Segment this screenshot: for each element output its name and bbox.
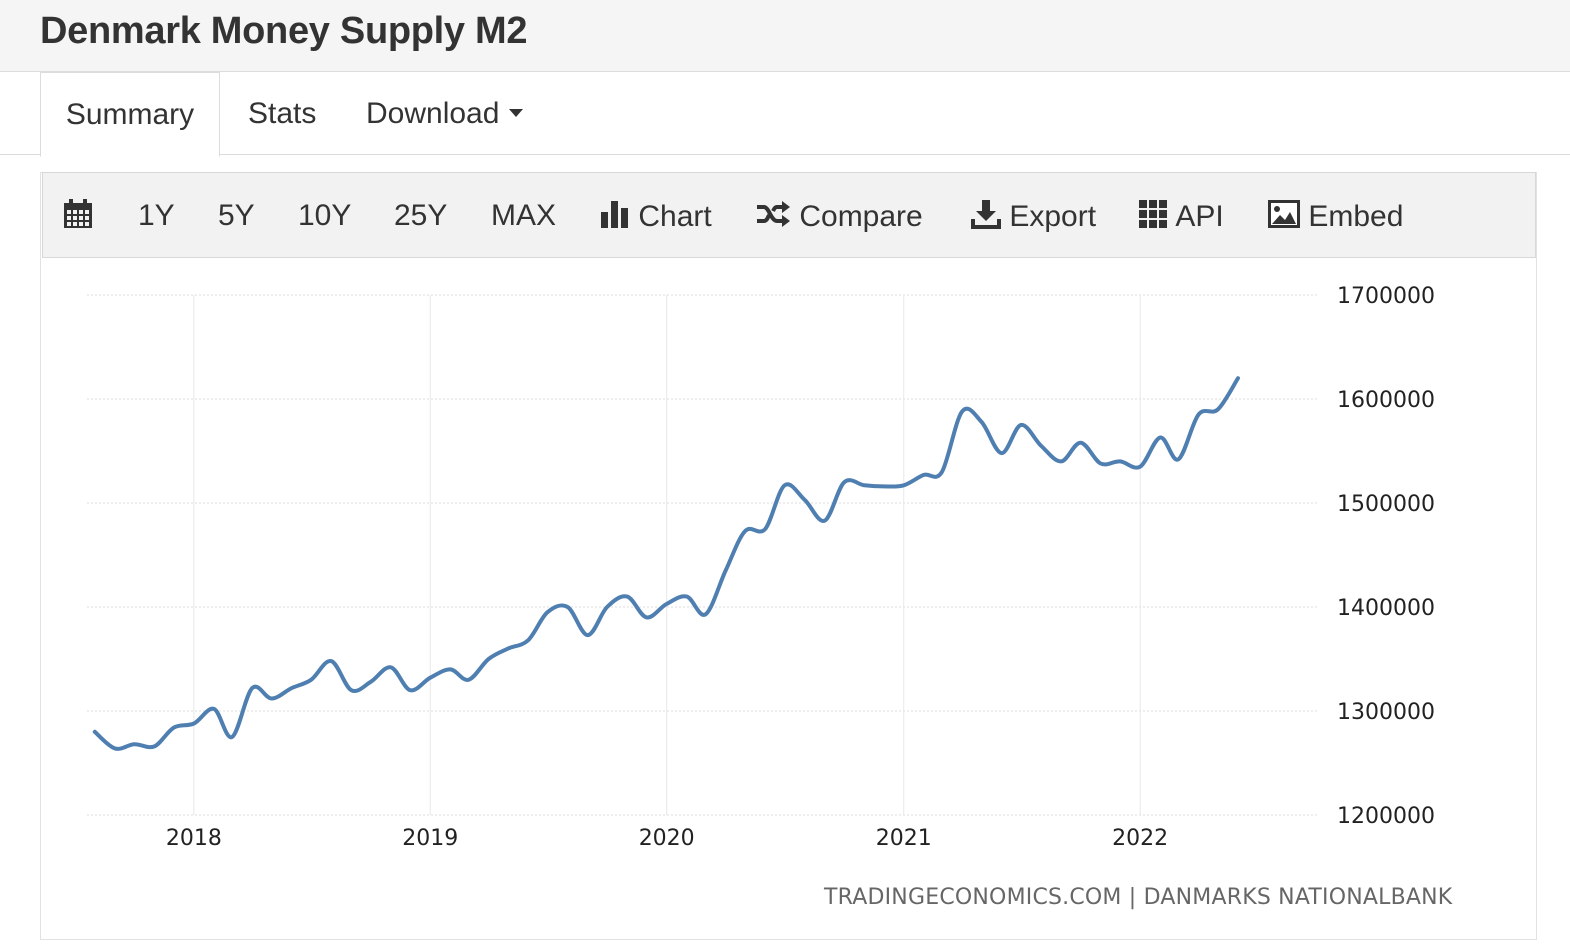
y-tick-label: 1300000 [1337, 700, 1435, 725]
calendar-button[interactable] [63, 173, 93, 259]
y-tick-label: 1500000 [1337, 492, 1435, 517]
range-25y-button[interactable]: 25Y [394, 199, 448, 232]
y-tick-label: 1600000 [1337, 388, 1435, 413]
chart-button-label: Chart [638, 200, 712, 234]
chart-toolbar: 1Y 5Y 10Y 25Y MAX Chart Compare Export [42, 172, 1536, 258]
m2-line-chart: 1700000 1600000 1500000 1400000 1300000 12000… [87, 284, 1435, 851]
bar-chart-icon [601, 201, 628, 229]
range-max-button[interactable]: MAX [491, 199, 557, 232]
x-tick-label: 2021 [876, 826, 932, 851]
shuffle-icon [757, 201, 790, 228]
export-button-label: Export [1009, 200, 1097, 234]
chart-source: TRADINGECONOMICS.COM | DANMARKS NATIONAL… [824, 885, 1453, 910]
x-tick-label: 2022 [1112, 826, 1168, 851]
caret-down-icon [509, 109, 524, 118]
y-tick-label: 1700000 [1337, 284, 1435, 309]
series-line [92, 376, 1240, 751]
grid-icon [1139, 200, 1167, 229]
tab-download[interactable]: Download [366, 72, 524, 156]
chart-button[interactable]: Chart [600, 173, 712, 259]
embed-button[interactable]: Embed [1268, 173, 1403, 259]
title-bar: Denmark Money Supply M2 [0, 0, 1570, 72]
image-icon [1268, 200, 1300, 229]
tab-bar-divider [0, 154, 1570, 155]
api-button[interactable]: API [1139, 173, 1224, 259]
y-tick-label: 1400000 [1337, 596, 1435, 621]
x-axis-labels: 2018 2019 2020 2021 2022 [166, 826, 1168, 851]
x-tick-label: 2020 [639, 826, 695, 851]
tab-summary[interactable]: Summary [40, 72, 220, 157]
tab-download-label: Download [366, 97, 500, 130]
calendar-icon [64, 199, 92, 229]
range-5y-button[interactable]: 5Y [218, 199, 255, 232]
y-tick-label: 1200000 [1337, 804, 1435, 829]
compare-button-label: Compare [799, 200, 923, 234]
y-gridlines [87, 294, 1317, 816]
embed-button-label: Embed [1308, 200, 1404, 234]
range-10y-button[interactable]: 10Y [298, 199, 352, 232]
tab-stats[interactable]: Stats [248, 97, 317, 130]
tab-bar: Summary Stats Download [0, 72, 1570, 157]
api-button-label: API [1175, 200, 1224, 234]
download-icon [971, 200, 1001, 230]
y-axis-labels: 1700000 1600000 1500000 1400000 1300000 12000… [1337, 284, 1435, 829]
page-title: Denmark Money Supply M2 [40, 10, 528, 52]
x-tick-label: 2018 [166, 826, 222, 851]
range-1y-button[interactable]: 1Y [138, 199, 175, 232]
export-button[interactable]: Export [971, 173, 1096, 259]
compare-button[interactable]: Compare [755, 173, 923, 259]
x-gridlines [193, 295, 1141, 815]
x-tick-label: 2019 [402, 826, 458, 851]
